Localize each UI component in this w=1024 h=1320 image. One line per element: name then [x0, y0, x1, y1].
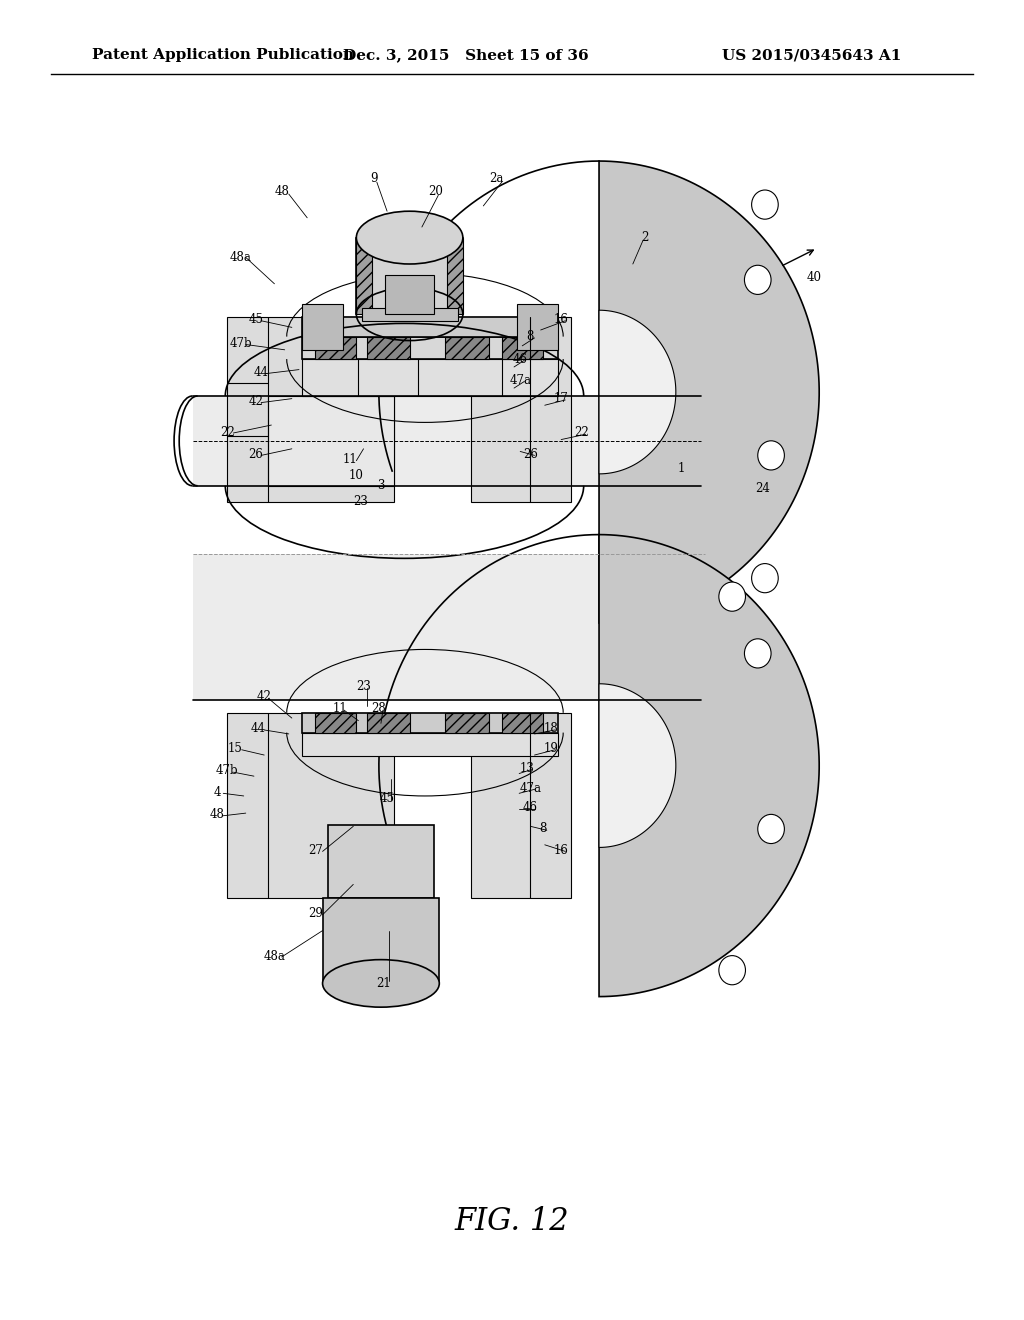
Text: 40: 40 — [807, 271, 821, 284]
Polygon shape — [471, 713, 571, 898]
Text: 3: 3 — [377, 479, 385, 492]
Polygon shape — [367, 713, 410, 733]
Text: 22: 22 — [574, 426, 589, 440]
Text: 44: 44 — [254, 366, 268, 379]
Text: 26: 26 — [523, 447, 538, 461]
Polygon shape — [502, 337, 543, 359]
Polygon shape — [387, 277, 432, 314]
Polygon shape — [268, 396, 394, 486]
Text: 28: 28 — [372, 702, 386, 715]
Ellipse shape — [744, 639, 771, 668]
Polygon shape — [471, 317, 571, 502]
Polygon shape — [517, 304, 558, 350]
Text: Dec. 3, 2015   Sheet 15 of 36: Dec. 3, 2015 Sheet 15 of 36 — [343, 49, 589, 62]
Text: 16: 16 — [554, 313, 568, 326]
Text: 13: 13 — [520, 762, 535, 775]
Text: 8: 8 — [539, 822, 547, 836]
Polygon shape — [302, 304, 343, 350]
Polygon shape — [302, 337, 558, 359]
Text: 48a: 48a — [229, 251, 252, 264]
Polygon shape — [356, 238, 372, 314]
Text: US 2015/0345643 A1: US 2015/0345643 A1 — [722, 49, 901, 62]
Text: 44: 44 — [251, 722, 265, 735]
Polygon shape — [385, 275, 434, 314]
Text: 45: 45 — [249, 313, 263, 326]
Polygon shape — [193, 396, 701, 486]
Polygon shape — [323, 898, 439, 983]
Text: 42: 42 — [249, 395, 263, 408]
Text: 11: 11 — [343, 453, 357, 466]
Ellipse shape — [719, 956, 745, 985]
Polygon shape — [447, 238, 463, 314]
Polygon shape — [193, 554, 701, 700]
Text: 23: 23 — [353, 495, 368, 508]
Text: 8: 8 — [526, 330, 535, 343]
Polygon shape — [302, 713, 558, 733]
Text: 46: 46 — [513, 352, 527, 366]
Text: 47b: 47b — [229, 337, 252, 350]
Text: 26: 26 — [249, 447, 263, 461]
Ellipse shape — [758, 814, 784, 843]
Text: 2: 2 — [641, 231, 649, 244]
Text: 15: 15 — [228, 742, 243, 755]
Polygon shape — [502, 713, 543, 733]
Polygon shape — [302, 359, 558, 396]
Text: 47a: 47a — [509, 374, 531, 387]
Polygon shape — [315, 337, 356, 359]
Polygon shape — [445, 713, 489, 733]
Text: 47b: 47b — [216, 764, 239, 777]
Text: 16: 16 — [554, 843, 568, 857]
Text: 24: 24 — [756, 482, 770, 495]
Polygon shape — [599, 161, 819, 623]
Text: 29: 29 — [308, 907, 323, 920]
Polygon shape — [302, 317, 558, 337]
Text: 4: 4 — [213, 785, 221, 799]
Text: 48: 48 — [274, 185, 289, 198]
Polygon shape — [367, 337, 410, 359]
Polygon shape — [445, 337, 489, 359]
Polygon shape — [328, 825, 434, 898]
Text: 47a: 47a — [519, 781, 542, 795]
Polygon shape — [227, 317, 394, 502]
Ellipse shape — [356, 211, 463, 264]
Text: FIG. 12: FIG. 12 — [455, 1205, 569, 1237]
Polygon shape — [302, 733, 558, 756]
Text: 46: 46 — [523, 801, 538, 814]
Polygon shape — [361, 308, 458, 321]
Text: 19: 19 — [544, 742, 558, 755]
Text: 2a: 2a — [489, 172, 504, 185]
Ellipse shape — [323, 960, 439, 1007]
Text: 9: 9 — [370, 172, 378, 185]
Text: 48a: 48a — [263, 950, 286, 964]
Text: 23: 23 — [356, 680, 371, 693]
Ellipse shape — [744, 265, 771, 294]
Text: 18: 18 — [544, 722, 558, 735]
Text: 10: 10 — [349, 469, 364, 482]
Text: 17: 17 — [554, 392, 568, 405]
Text: 27: 27 — [308, 843, 323, 857]
Polygon shape — [227, 713, 394, 898]
Polygon shape — [356, 238, 463, 314]
Ellipse shape — [719, 582, 745, 611]
Text: 48: 48 — [210, 808, 224, 821]
Text: 11: 11 — [333, 702, 347, 715]
Ellipse shape — [752, 190, 778, 219]
Polygon shape — [315, 713, 356, 733]
Ellipse shape — [752, 564, 778, 593]
Text: Patent Application Publication: Patent Application Publication — [92, 49, 354, 62]
Polygon shape — [599, 535, 819, 997]
Text: 20: 20 — [428, 185, 442, 198]
Polygon shape — [599, 684, 676, 847]
Text: 1: 1 — [677, 462, 685, 475]
Polygon shape — [599, 310, 676, 474]
Text: 42: 42 — [257, 690, 271, 704]
Text: 22: 22 — [220, 426, 234, 440]
Text: 45: 45 — [380, 792, 394, 805]
Text: 21: 21 — [377, 977, 391, 990]
Ellipse shape — [758, 441, 784, 470]
